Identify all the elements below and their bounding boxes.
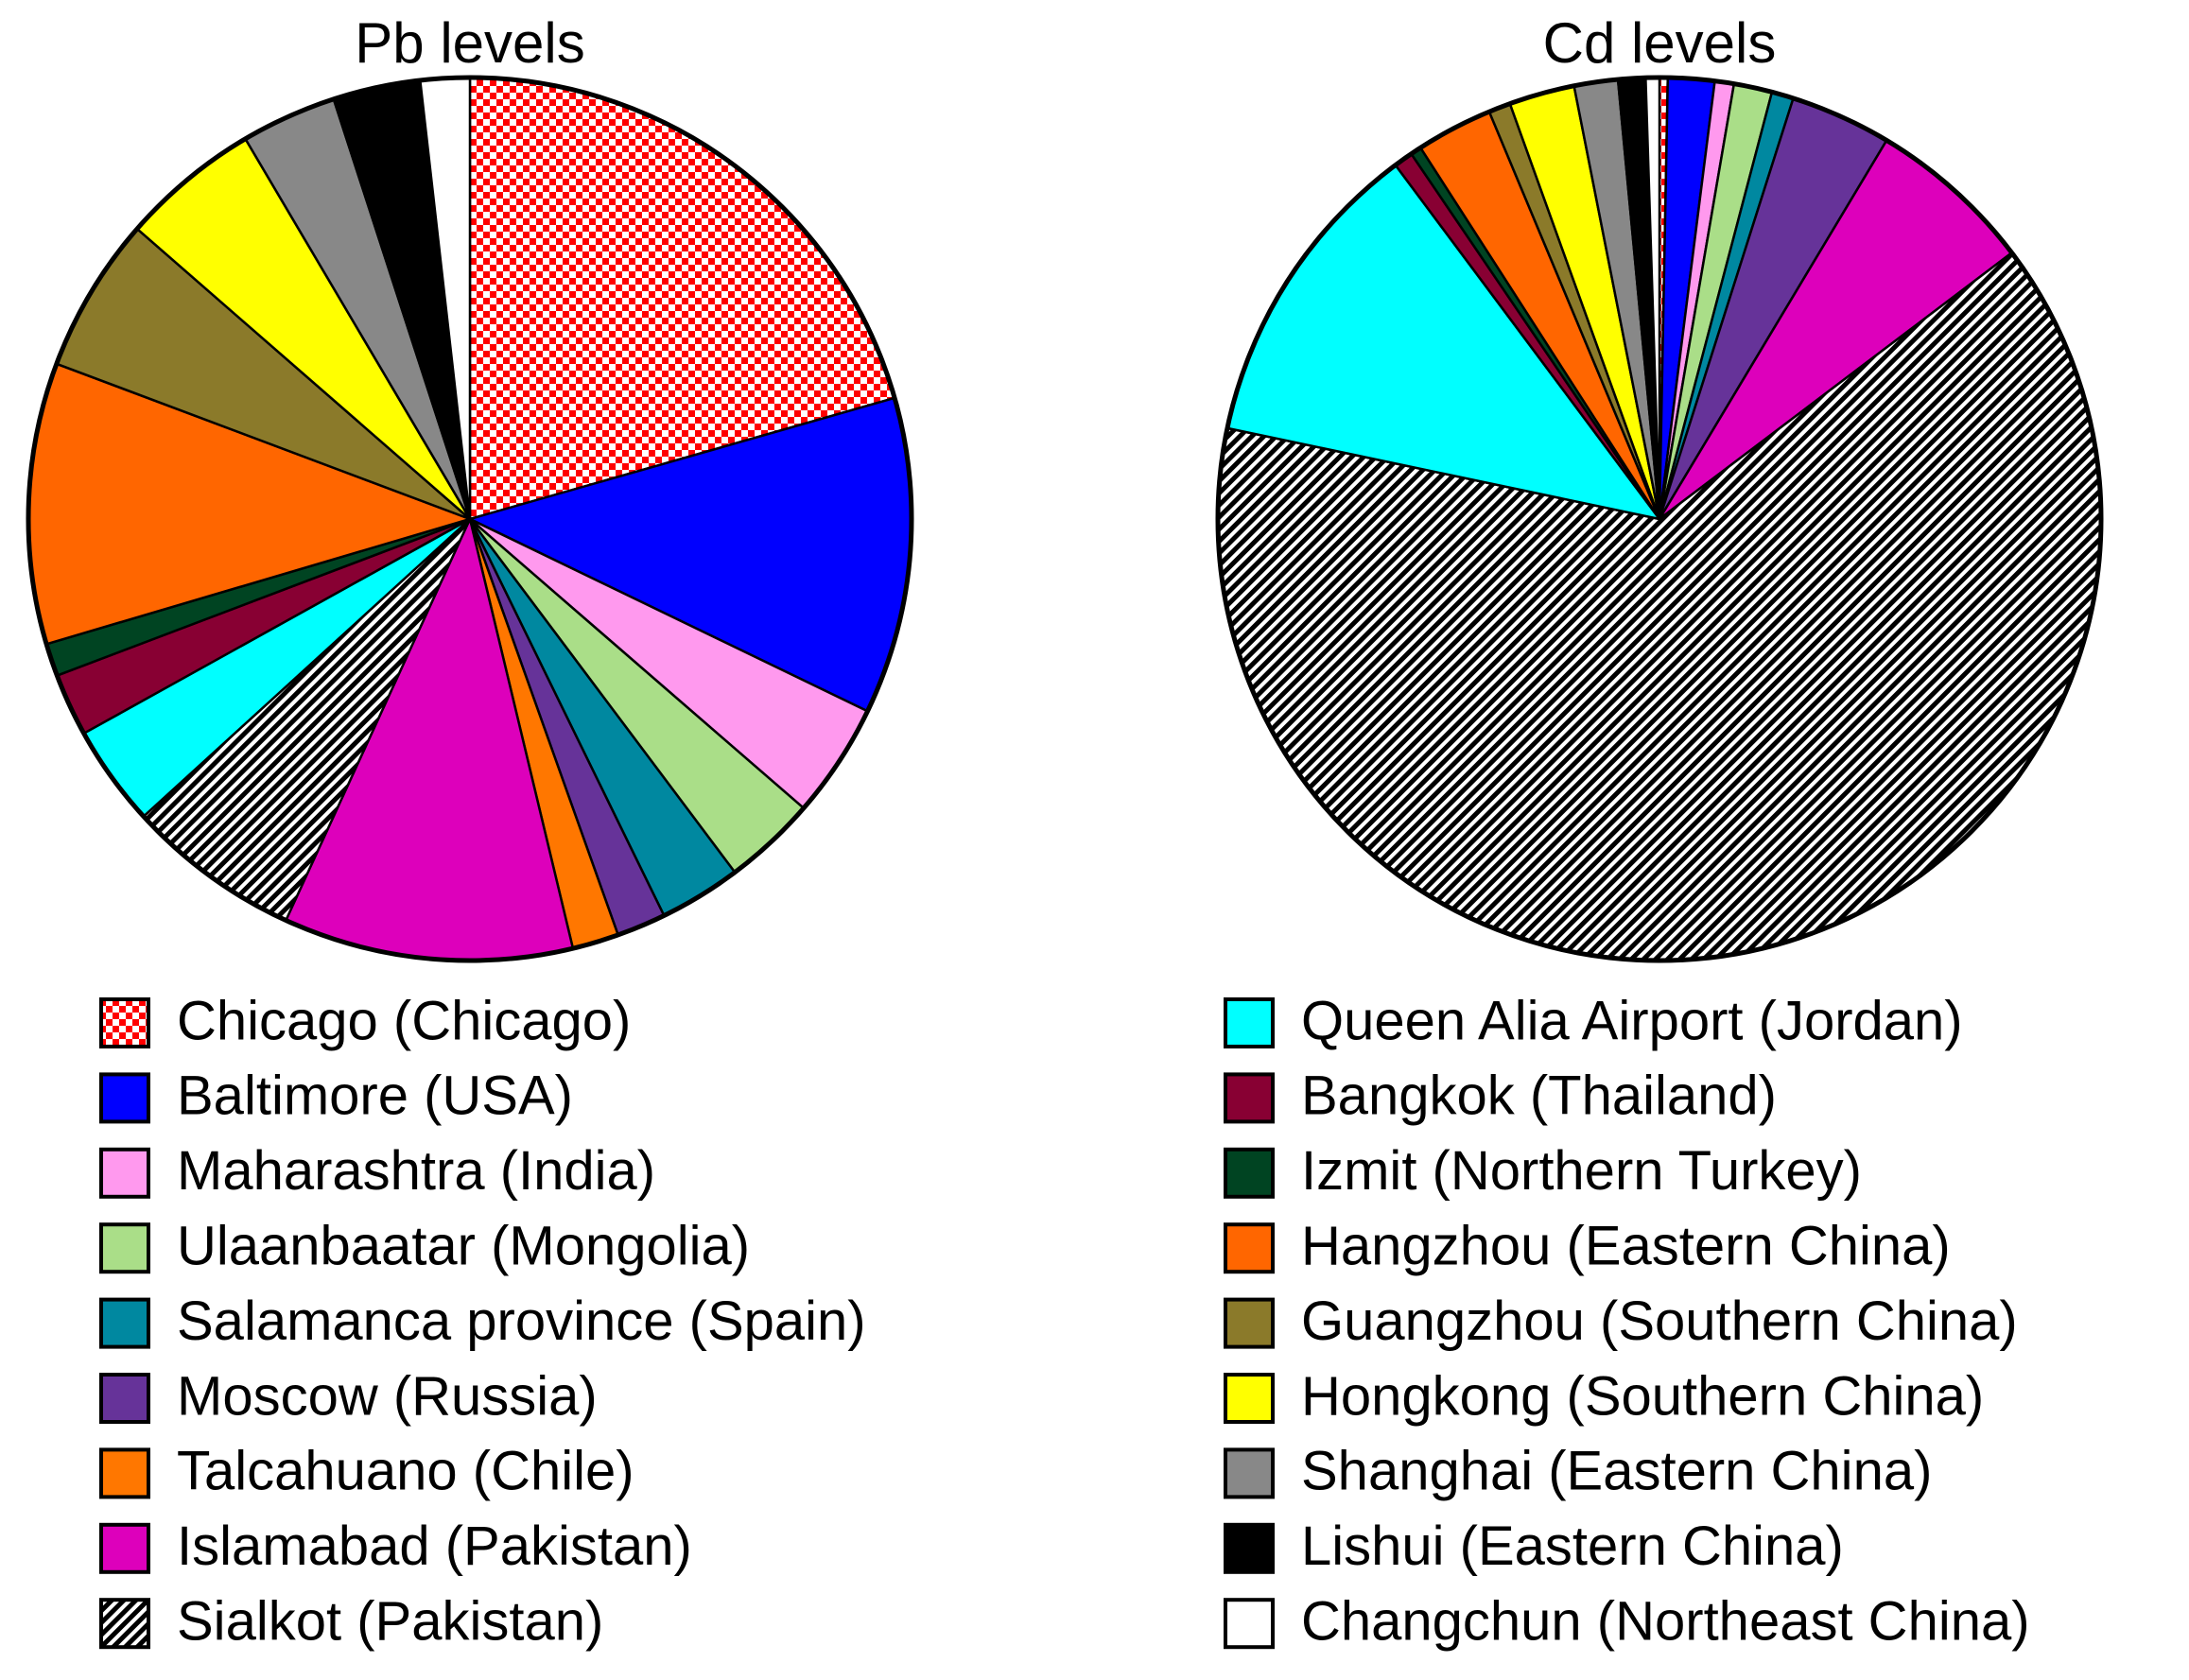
legend-swatch	[99, 1447, 150, 1499]
legend-label: Baltimore (USA)	[177, 1065, 573, 1127]
legend-label: Bangkok (Thailand)	[1301, 1065, 1777, 1127]
legend-entry: Lishui (Eastern China)	[1224, 1515, 1844, 1577]
legend-entry: Chicago (Chicago)	[99, 990, 631, 1051]
legend-label: Sialkot (Pakistan)	[177, 1591, 603, 1653]
legend-label: Maharashtra (India)	[177, 1140, 655, 1202]
legend-label: Hongkong (Southern China)	[1301, 1365, 1984, 1427]
legend-entry: Izmit (Northern Turkey)	[1224, 1140, 1862, 1202]
legend-swatch	[99, 997, 150, 1048]
legend-label: Moscow (Russia)	[177, 1365, 598, 1427]
legend-label: Hangzhou (Eastern China)	[1301, 1216, 1951, 1277]
legend-entry: Guangzhou (Southern China)	[1224, 1290, 2018, 1352]
legend-entry: Shanghai (Eastern China)	[1224, 1441, 1932, 1502]
pie-outline	[26, 75, 914, 963]
legend-swatch	[1224, 1147, 1275, 1199]
legend-label: Chicago (Chicago)	[177, 990, 631, 1051]
legend-entry: Baltimore (USA)	[99, 1065, 573, 1127]
legend-swatch	[1224, 1373, 1275, 1424]
legend-entry: Talcahuano (Chile)	[99, 1441, 634, 1502]
legend-label: Izmit (Northern Turkey)	[1301, 1140, 1862, 1202]
chart-title: Pb levels	[355, 11, 584, 75]
legend-entry: Bangkok (Thailand)	[1224, 1065, 1777, 1127]
legend-label: Changchun (Northeast China)	[1301, 1591, 2030, 1653]
pie-outline	[1215, 75, 2104, 963]
legend-swatch	[99, 1072, 150, 1124]
legend-entry: Changchun (Northeast China)	[1224, 1591, 2030, 1653]
pie-chart: Cd levels	[1215, 11, 2104, 963]
legend-entry: Maharashtra (India)	[99, 1140, 655, 1202]
legend-entry: Salamanca province (Spain)	[99, 1290, 866, 1352]
legend-swatch	[99, 1598, 150, 1650]
legend-entry: Islamabad (Pakistan)	[99, 1515, 692, 1577]
legend-swatch	[1224, 1522, 1275, 1574]
legend-swatch	[1224, 997, 1275, 1048]
legend-swatch	[1224, 1072, 1275, 1124]
legend-swatch	[99, 1147, 150, 1199]
legend-label: Talcahuano (Chile)	[177, 1441, 634, 1502]
legend-label: Lishui (Eastern China)	[1301, 1515, 1844, 1577]
legend-swatch	[1224, 1222, 1275, 1274]
legend-entry: Hangzhou (Eastern China)	[1224, 1216, 1951, 1277]
chart-title: Cd levels	[1543, 11, 1777, 75]
legend-swatch	[99, 1373, 150, 1424]
pie-chart: Pb levels	[26, 11, 914, 963]
legend-label: Salamanca province (Spain)	[177, 1290, 866, 1352]
legend-swatch	[99, 1522, 150, 1574]
legend-entry: Queen Alia Airport (Jordan)	[1224, 990, 1963, 1051]
legend-swatch	[1224, 1297, 1275, 1349]
legend-swatch	[99, 1297, 150, 1349]
legend-entry: Ulaanbaatar (Mongolia)	[99, 1216, 750, 1277]
legend-swatch	[99, 1222, 150, 1274]
legend-label: Queen Alia Airport (Jordan)	[1301, 990, 1963, 1051]
legend: Chicago (Chicago) Baltimore (USA) Maharash…	[99, 990, 2030, 1653]
legend-entry: Hongkong (Southern China)	[1224, 1365, 1984, 1427]
legend-label: Shanghai (Eastern China)	[1301, 1441, 1932, 1502]
legend-entry: Sialkot (Pakistan)	[99, 1591, 603, 1653]
legend-swatch	[1224, 1598, 1275, 1650]
legend-label: Ulaanbaatar (Mongolia)	[177, 1216, 750, 1277]
legend-swatch	[1224, 1447, 1275, 1499]
legend-label: Guangzhou (Southern China)	[1301, 1290, 2018, 1352]
legend-entry: Moscow (Russia)	[99, 1365, 598, 1427]
legend-label: Islamabad (Pakistan)	[177, 1515, 692, 1577]
charts: Pb levels Cd levels	[26, 11, 2104, 963]
